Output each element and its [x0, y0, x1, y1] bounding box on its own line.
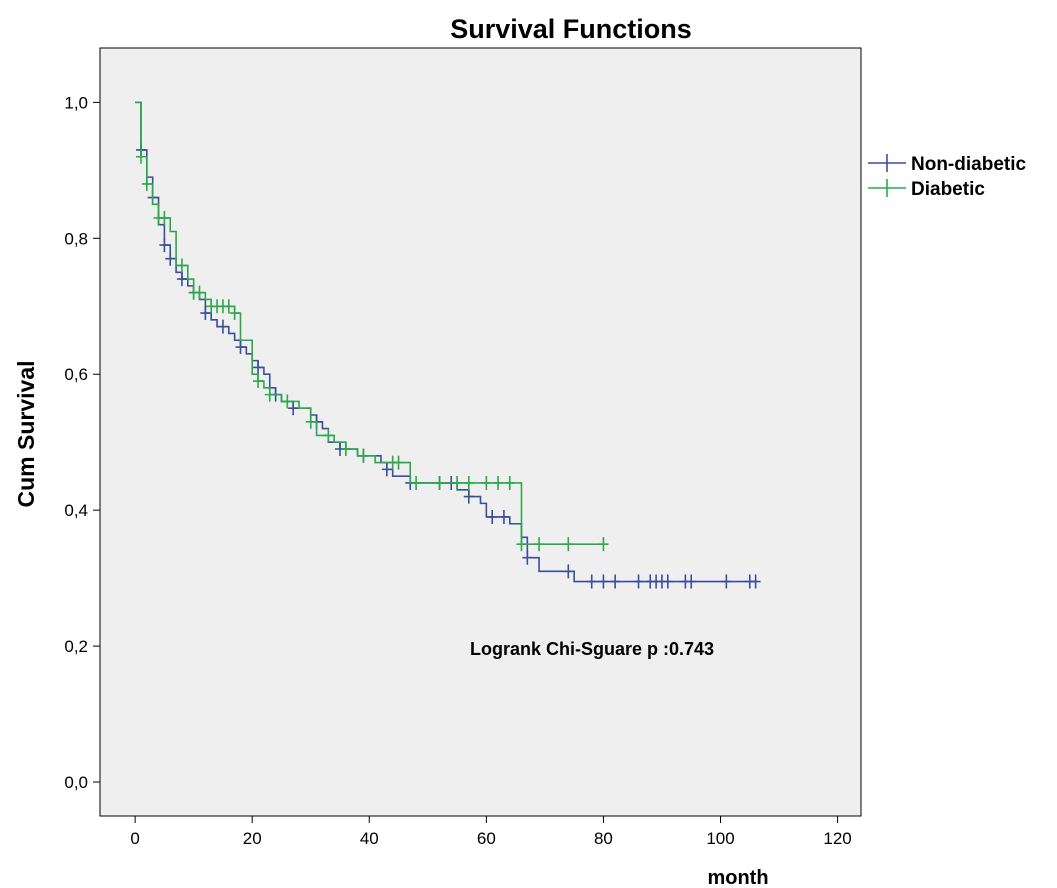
logrank-annotation: Logrank Chi-Sguare p :0.743: [470, 639, 714, 659]
x-tick-label: 20: [243, 829, 262, 848]
censor-mark: [452, 475, 463, 490]
censor-mark: [463, 475, 474, 490]
plot-area: [99, 47, 862, 817]
x-axis-label: month: [707, 867, 768, 888]
censor-mark: [393, 455, 404, 470]
series-diabetic: [135, 101, 609, 552]
censor-mark: [481, 475, 492, 490]
censor-mark: [381, 462, 392, 477]
censor-mark: [434, 475, 445, 490]
x-tick-label: 0: [130, 829, 139, 848]
censor-mark: [340, 441, 351, 456]
censor-mark: [411, 475, 422, 490]
censor-mark: [141, 176, 152, 191]
y-axis-label: Cum Survival: [13, 361, 39, 508]
censor-mark: [200, 306, 211, 321]
y-tick-label: 1,0: [64, 93, 88, 112]
y-tick-label: 0,0: [64, 773, 88, 792]
censor-mark: [463, 489, 474, 504]
censor-mark: [264, 387, 275, 402]
legend-item: Non-diabetic: [868, 154, 1026, 175]
x-tick-label: 60: [477, 829, 496, 848]
censor-mark: [235, 340, 246, 355]
censor-mark: [323, 428, 334, 443]
legend-label: Diabetic: [911, 179, 985, 200]
censor-mark: [176, 272, 187, 287]
censor-mark: [563, 537, 574, 552]
x-tick-label: 80: [594, 829, 613, 848]
censor-mark: [229, 306, 240, 321]
y-tick-label: 0,2: [64, 637, 88, 656]
censor-mark: [662, 574, 673, 589]
censor-mark: [487, 509, 498, 524]
legend-swatch: [868, 154, 906, 172]
legend: Non-diabetic Diabetic: [868, 154, 1026, 200]
x-tick-label: 40: [360, 829, 379, 848]
legend-swatch: [868, 179, 906, 197]
censor-mark: [223, 299, 234, 314]
censor-mark: [176, 258, 187, 273]
legend-item: Diabetic: [868, 179, 985, 200]
x-axis: 0 20 40 60 80 100 120: [130, 816, 852, 848]
x-tick-label: 120: [823, 829, 851, 848]
censor-mark: [159, 238, 170, 253]
censor-mark: [563, 564, 574, 579]
series-layer: [135, 101, 761, 589]
censor-mark: [586, 574, 597, 589]
censor-mark: [598, 537, 609, 552]
x-tick-label: 100: [706, 829, 734, 848]
censor-mark: [135, 149, 146, 164]
censor-mark: [534, 537, 545, 552]
censor-mark: [633, 574, 644, 589]
y-tick-label: 0,4: [64, 501, 88, 520]
censor-mark: [165, 251, 176, 266]
censor-mark: [750, 574, 761, 589]
censor-mark: [686, 574, 697, 589]
censor-mark: [610, 574, 621, 589]
censor-mark: [288, 401, 299, 416]
censor-mark: [358, 448, 369, 463]
censor-mark: [305, 414, 316, 429]
censor-mark: [217, 319, 228, 334]
censor-mark: [498, 509, 509, 524]
censor-mark: [194, 285, 205, 300]
censor-mark: [598, 574, 609, 589]
y-tick-label: 0,8: [64, 229, 88, 248]
censor-mark: [493, 475, 504, 490]
y-axis: 0,0 0,2 0,4 0,6 0,8 1,0: [64, 93, 100, 792]
censor-mark: [282, 394, 293, 409]
censor-mark: [721, 574, 732, 589]
censor-mark: [253, 360, 264, 375]
legend-label: Non-diabetic: [911, 154, 1026, 175]
chart-title: Survival Functions: [450, 14, 692, 44]
censor-mark: [516, 537, 527, 552]
censor-mark: [159, 210, 170, 225]
y-tick-label: 0,6: [64, 365, 88, 384]
censor-mark: [504, 475, 515, 490]
censor-mark: [253, 374, 264, 389]
censor-mark: [522, 550, 533, 565]
